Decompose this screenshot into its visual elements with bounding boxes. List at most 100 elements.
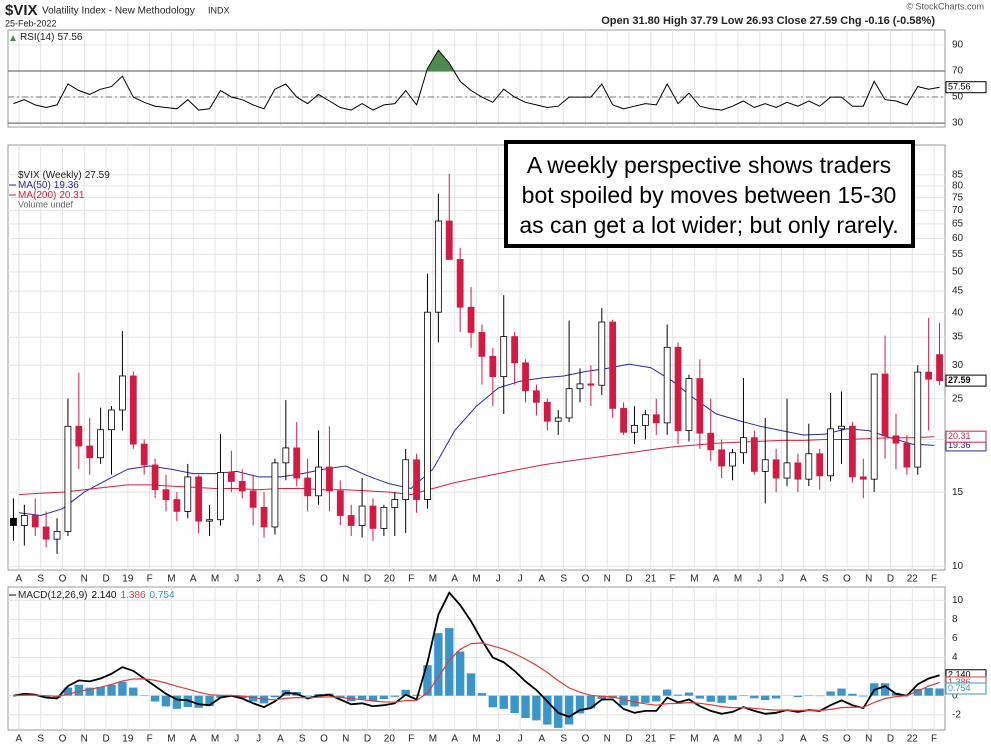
candle-body <box>369 505 377 529</box>
histogram-bar <box>695 695 705 699</box>
histogram-bar <box>423 665 432 696</box>
exchange: INDX <box>208 5 230 15</box>
x-tick-label: F <box>147 574 153 585</box>
x-tick-label: A <box>451 574 458 585</box>
histogram-bar <box>466 673 476 696</box>
candle-body <box>925 371 933 380</box>
histogram-bar <box>74 684 84 696</box>
y-tick-label: 70 <box>952 66 964 77</box>
histogram-bar <box>412 694 421 696</box>
value-tag-label: 27.59 <box>948 375 971 385</box>
candle-body <box>761 459 769 472</box>
candle-body <box>794 462 802 480</box>
y-tick-label: 4 <box>952 652 958 663</box>
x-tick-label: A <box>713 574 720 585</box>
x-tick-label: M <box>472 734 480 745</box>
candle-body <box>576 383 584 390</box>
x-tick-label: A <box>451 734 458 745</box>
x-tick-label: S <box>299 734 306 745</box>
legend: Volume undef <box>18 199 74 209</box>
histogram-bar <box>521 695 530 718</box>
histogram-bar <box>706 695 715 702</box>
candle-body <box>260 506 268 528</box>
plots: 30507090RSI(14)57.5657.56101520253035404… <box>7 29 987 745</box>
x-tick-label: F <box>931 734 937 745</box>
y-tick-label: 85 <box>952 169 964 180</box>
x-tick-label: N <box>865 574 872 585</box>
candle-body <box>358 505 366 526</box>
legend-value: 2.140 <box>91 590 116 601</box>
candle-body <box>696 378 704 434</box>
x-tick-label: D <box>364 574 371 585</box>
histogram-bar <box>477 693 487 696</box>
candle-body <box>162 489 170 500</box>
x-tick-label: 21 <box>645 574 657 585</box>
histogram-bar <box>248 695 258 702</box>
histogram-bar <box>728 695 737 700</box>
candle-body <box>783 462 791 479</box>
candle-body <box>445 220 453 260</box>
x-tick-label: N <box>604 574 611 585</box>
x-tick-label: J <box>779 734 784 745</box>
x-tick-label: A <box>16 574 23 585</box>
x-tick-label: S <box>37 574 44 585</box>
candle-body <box>86 445 94 459</box>
histogram-bar <box>935 688 944 696</box>
x-tick-label: M <box>690 734 698 745</box>
symbol: $VIX <box>5 2 38 19</box>
legend: MACD(12,26,9) 2.140 1.386 0.754 <box>18 590 175 601</box>
histogram-bar <box>761 695 770 701</box>
value-tag-label: 20.31 <box>948 431 971 441</box>
x-tick-label: S <box>299 574 306 585</box>
candle-body <box>282 447 290 464</box>
x-tick-label: J <box>234 574 239 585</box>
value-tag-label: 57.56 <box>948 82 971 92</box>
legend-name: $VIX (Weekly) <box>18 170 82 181</box>
candle-body <box>587 383 595 386</box>
legend-value: 1.386 <box>121 590 146 601</box>
y-tick-label: 45 <box>952 286 964 297</box>
candle-body <box>663 346 671 424</box>
y-tick-label: 30 <box>952 360 964 371</box>
histogram-bar <box>564 695 574 725</box>
histogram-bar <box>848 693 857 696</box>
candle-body <box>173 499 181 512</box>
legend-value: 27.59 <box>85 170 110 181</box>
y-tick-label: 80 <box>952 180 964 191</box>
legend-value: 0.754 <box>150 590 175 601</box>
histogram-bar <box>684 692 694 696</box>
candle-body <box>652 414 660 424</box>
histogram-bar <box>445 628 454 696</box>
legend: $VIX (Weekly) 27.59 <box>18 170 110 181</box>
x-tick-label: M <box>429 574 437 585</box>
y-tick-label: 70 <box>952 205 964 216</box>
y-tick-label: 50 <box>952 266 964 277</box>
histogram-bar <box>107 684 116 696</box>
candle-body <box>326 466 333 492</box>
legend: MA(200) 20.31 <box>18 190 85 201</box>
candle-body <box>631 424 638 433</box>
legend-name: RSI(14) <box>20 32 54 43</box>
x-tick-label: M <box>167 574 175 585</box>
candle-body <box>293 447 301 479</box>
candle-body <box>380 506 388 529</box>
candle-body <box>543 401 551 422</box>
candle-body <box>729 452 736 467</box>
candle-body <box>336 490 344 516</box>
candle-body <box>740 437 747 454</box>
y-tick-label: 65 <box>952 218 964 229</box>
histogram-bar <box>379 695 389 700</box>
candle-body <box>641 414 649 426</box>
candle-body <box>456 259 464 308</box>
x-tick-label: A <box>539 574 546 585</box>
legend-value: 57.56 <box>57 32 82 43</box>
histogram-bar <box>586 695 596 709</box>
candle-body <box>53 531 61 540</box>
candle-body <box>489 355 497 378</box>
candle-body <box>10 517 17 526</box>
value-tag-label: 0.754 <box>948 683 971 693</box>
x-tick-label: 19 <box>122 574 134 585</box>
